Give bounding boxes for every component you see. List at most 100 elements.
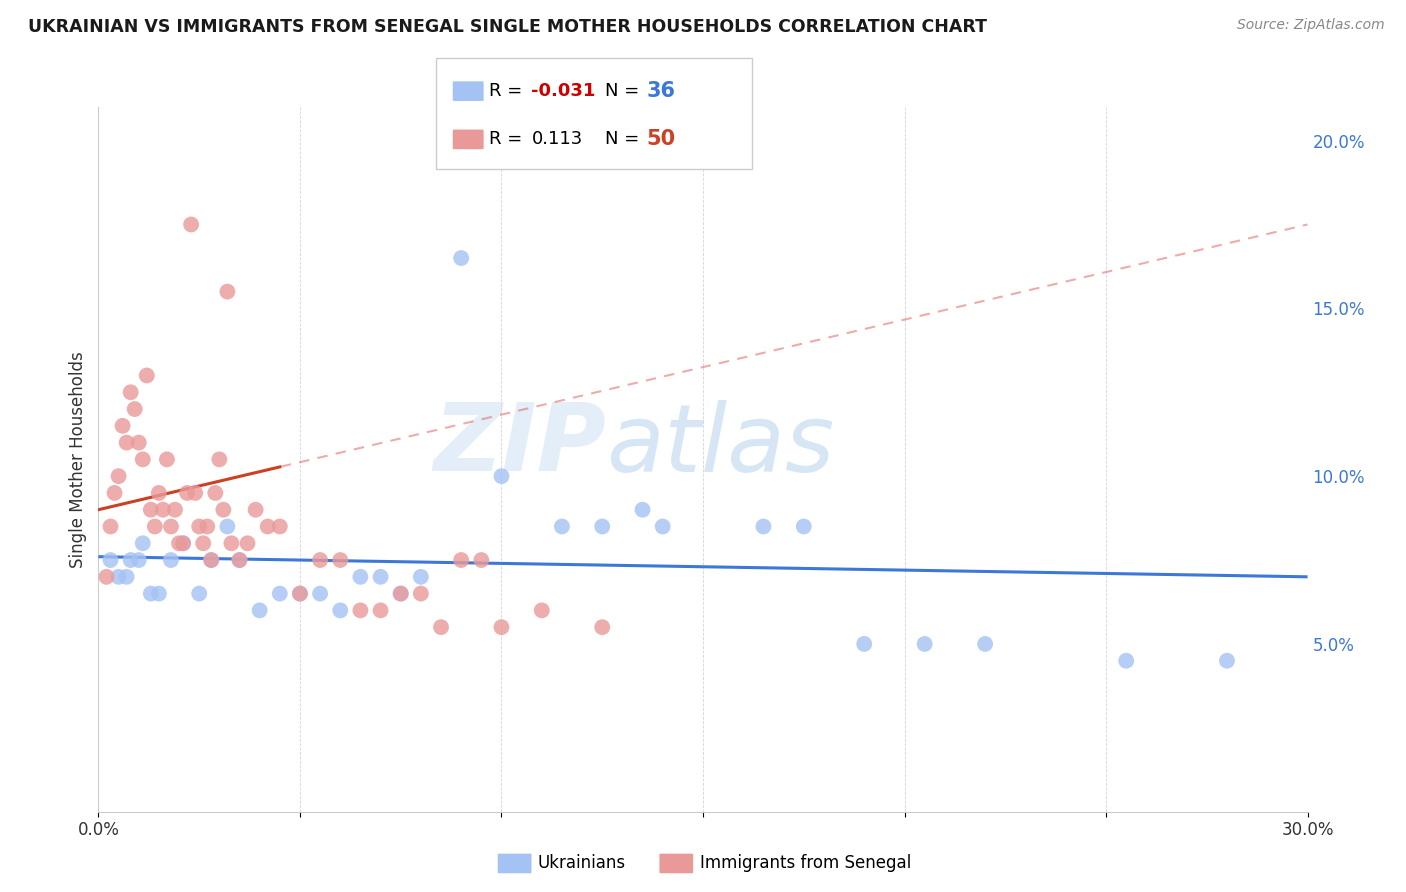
Text: Ukrainians: Ukrainians [537,855,626,872]
Point [143,519,166,533]
Point [370,570,392,584]
Point [389,586,412,600]
Point [208,452,231,467]
Point [188,586,211,600]
Point [107,570,129,584]
Point [172,536,194,550]
Point [148,586,170,600]
Point [172,536,194,550]
Point [853,637,876,651]
Text: N =: N = [605,82,644,100]
Text: 50: 50 [647,129,676,149]
Point [103,486,125,500]
Point [212,502,235,516]
Point [793,519,815,533]
Point [269,586,291,600]
Point [450,251,472,265]
Text: 0.113: 0.113 [531,130,582,148]
Point [135,368,157,383]
Point [139,502,162,516]
Point [430,620,453,634]
Point [200,553,222,567]
Text: R =: R = [489,130,529,148]
Point [176,486,198,500]
Point [167,536,190,550]
Point [974,637,997,651]
Point [148,486,170,500]
Point [111,418,134,433]
Point [1115,654,1137,668]
Text: -0.031: -0.031 [531,82,596,100]
Point [128,435,150,450]
Point [752,519,775,533]
Point [245,502,267,516]
Point [1216,654,1239,668]
Point [349,570,371,584]
Point [115,435,138,450]
Point [236,536,259,550]
Point [217,519,239,533]
Point [160,553,183,567]
Point [228,553,250,567]
Point [530,603,553,617]
Point [591,519,613,533]
Point [180,218,202,232]
Text: Immigrants from Senegal: Immigrants from Senegal [700,855,911,872]
Text: 36: 36 [647,81,676,101]
Point [132,536,155,550]
Point [914,637,936,651]
Point [188,519,211,533]
Point [591,620,613,634]
Point [329,603,352,617]
Point [309,586,332,600]
Point [139,586,162,600]
Point [551,519,574,533]
Point [470,553,492,567]
Point [184,486,207,500]
Point [152,502,174,516]
Point [631,502,654,516]
Text: R =: R = [489,82,529,100]
Point [450,553,472,567]
Point [651,519,673,533]
Point [156,452,179,467]
Point [100,519,122,533]
Point [288,586,311,600]
Point [409,586,432,600]
Point [195,519,218,533]
Point [349,603,371,617]
Point [96,570,118,584]
Point [221,536,243,550]
Text: atlas: atlas [606,400,835,491]
Point [163,502,186,516]
Text: UKRAINIAN VS IMMIGRANTS FROM SENEGAL SINGLE MOTHER HOUSEHOLDS CORRELATION CHART: UKRAINIAN VS IMMIGRANTS FROM SENEGAL SIN… [28,18,987,36]
Point [120,553,142,567]
Point [115,570,138,584]
Point [193,536,215,550]
Point [309,553,332,567]
Point [491,620,513,634]
Y-axis label: Single Mother Households: Single Mother Households [69,351,87,567]
Text: Source: ZipAtlas.com: Source: ZipAtlas.com [1237,18,1385,32]
Point [288,586,311,600]
Point [100,553,122,567]
Text: ZIP: ZIP [433,400,606,491]
Point [160,519,183,533]
Point [491,469,513,483]
Point [389,586,412,600]
Point [107,469,129,483]
Point [256,519,278,533]
Point [217,285,239,299]
Point [128,553,150,567]
Text: N =: N = [605,130,644,148]
Point [409,570,432,584]
Point [228,553,250,567]
Point [132,452,155,467]
Point [120,385,142,400]
Point [269,519,291,533]
Point [249,603,271,617]
Point [200,553,222,567]
Point [204,486,226,500]
Point [370,603,392,617]
Point [124,402,146,417]
